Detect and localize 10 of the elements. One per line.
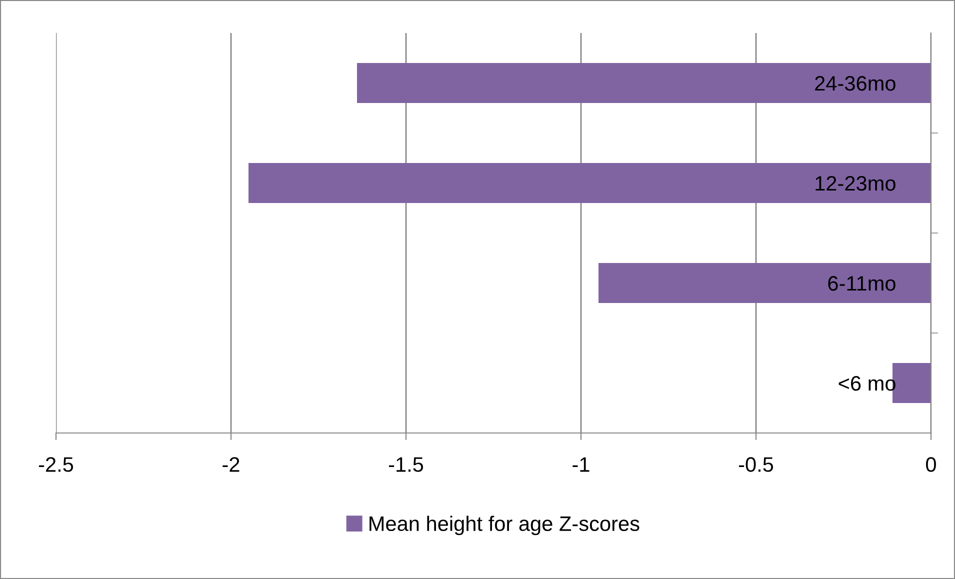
- x-tick-label: -1.5: [388, 457, 424, 472]
- x-tick-label: -2: [222, 457, 240, 472]
- y-tick-label: 12-23mo: [816, 176, 896, 191]
- x-tick-label: 0: [926, 457, 936, 472]
- y-tick-label: 24-36mo: [815, 76, 896, 91]
- legend-label: Mean height for age Z-scores: [370, 516, 640, 536]
- x-tick-label: -2.5: [38, 457, 74, 472]
- x-tick-label: -1: [572, 457, 590, 472]
- y-tick-label: 6-11mo: [828, 276, 896, 291]
- x-tick-label: -0.5: [738, 457, 774, 472]
